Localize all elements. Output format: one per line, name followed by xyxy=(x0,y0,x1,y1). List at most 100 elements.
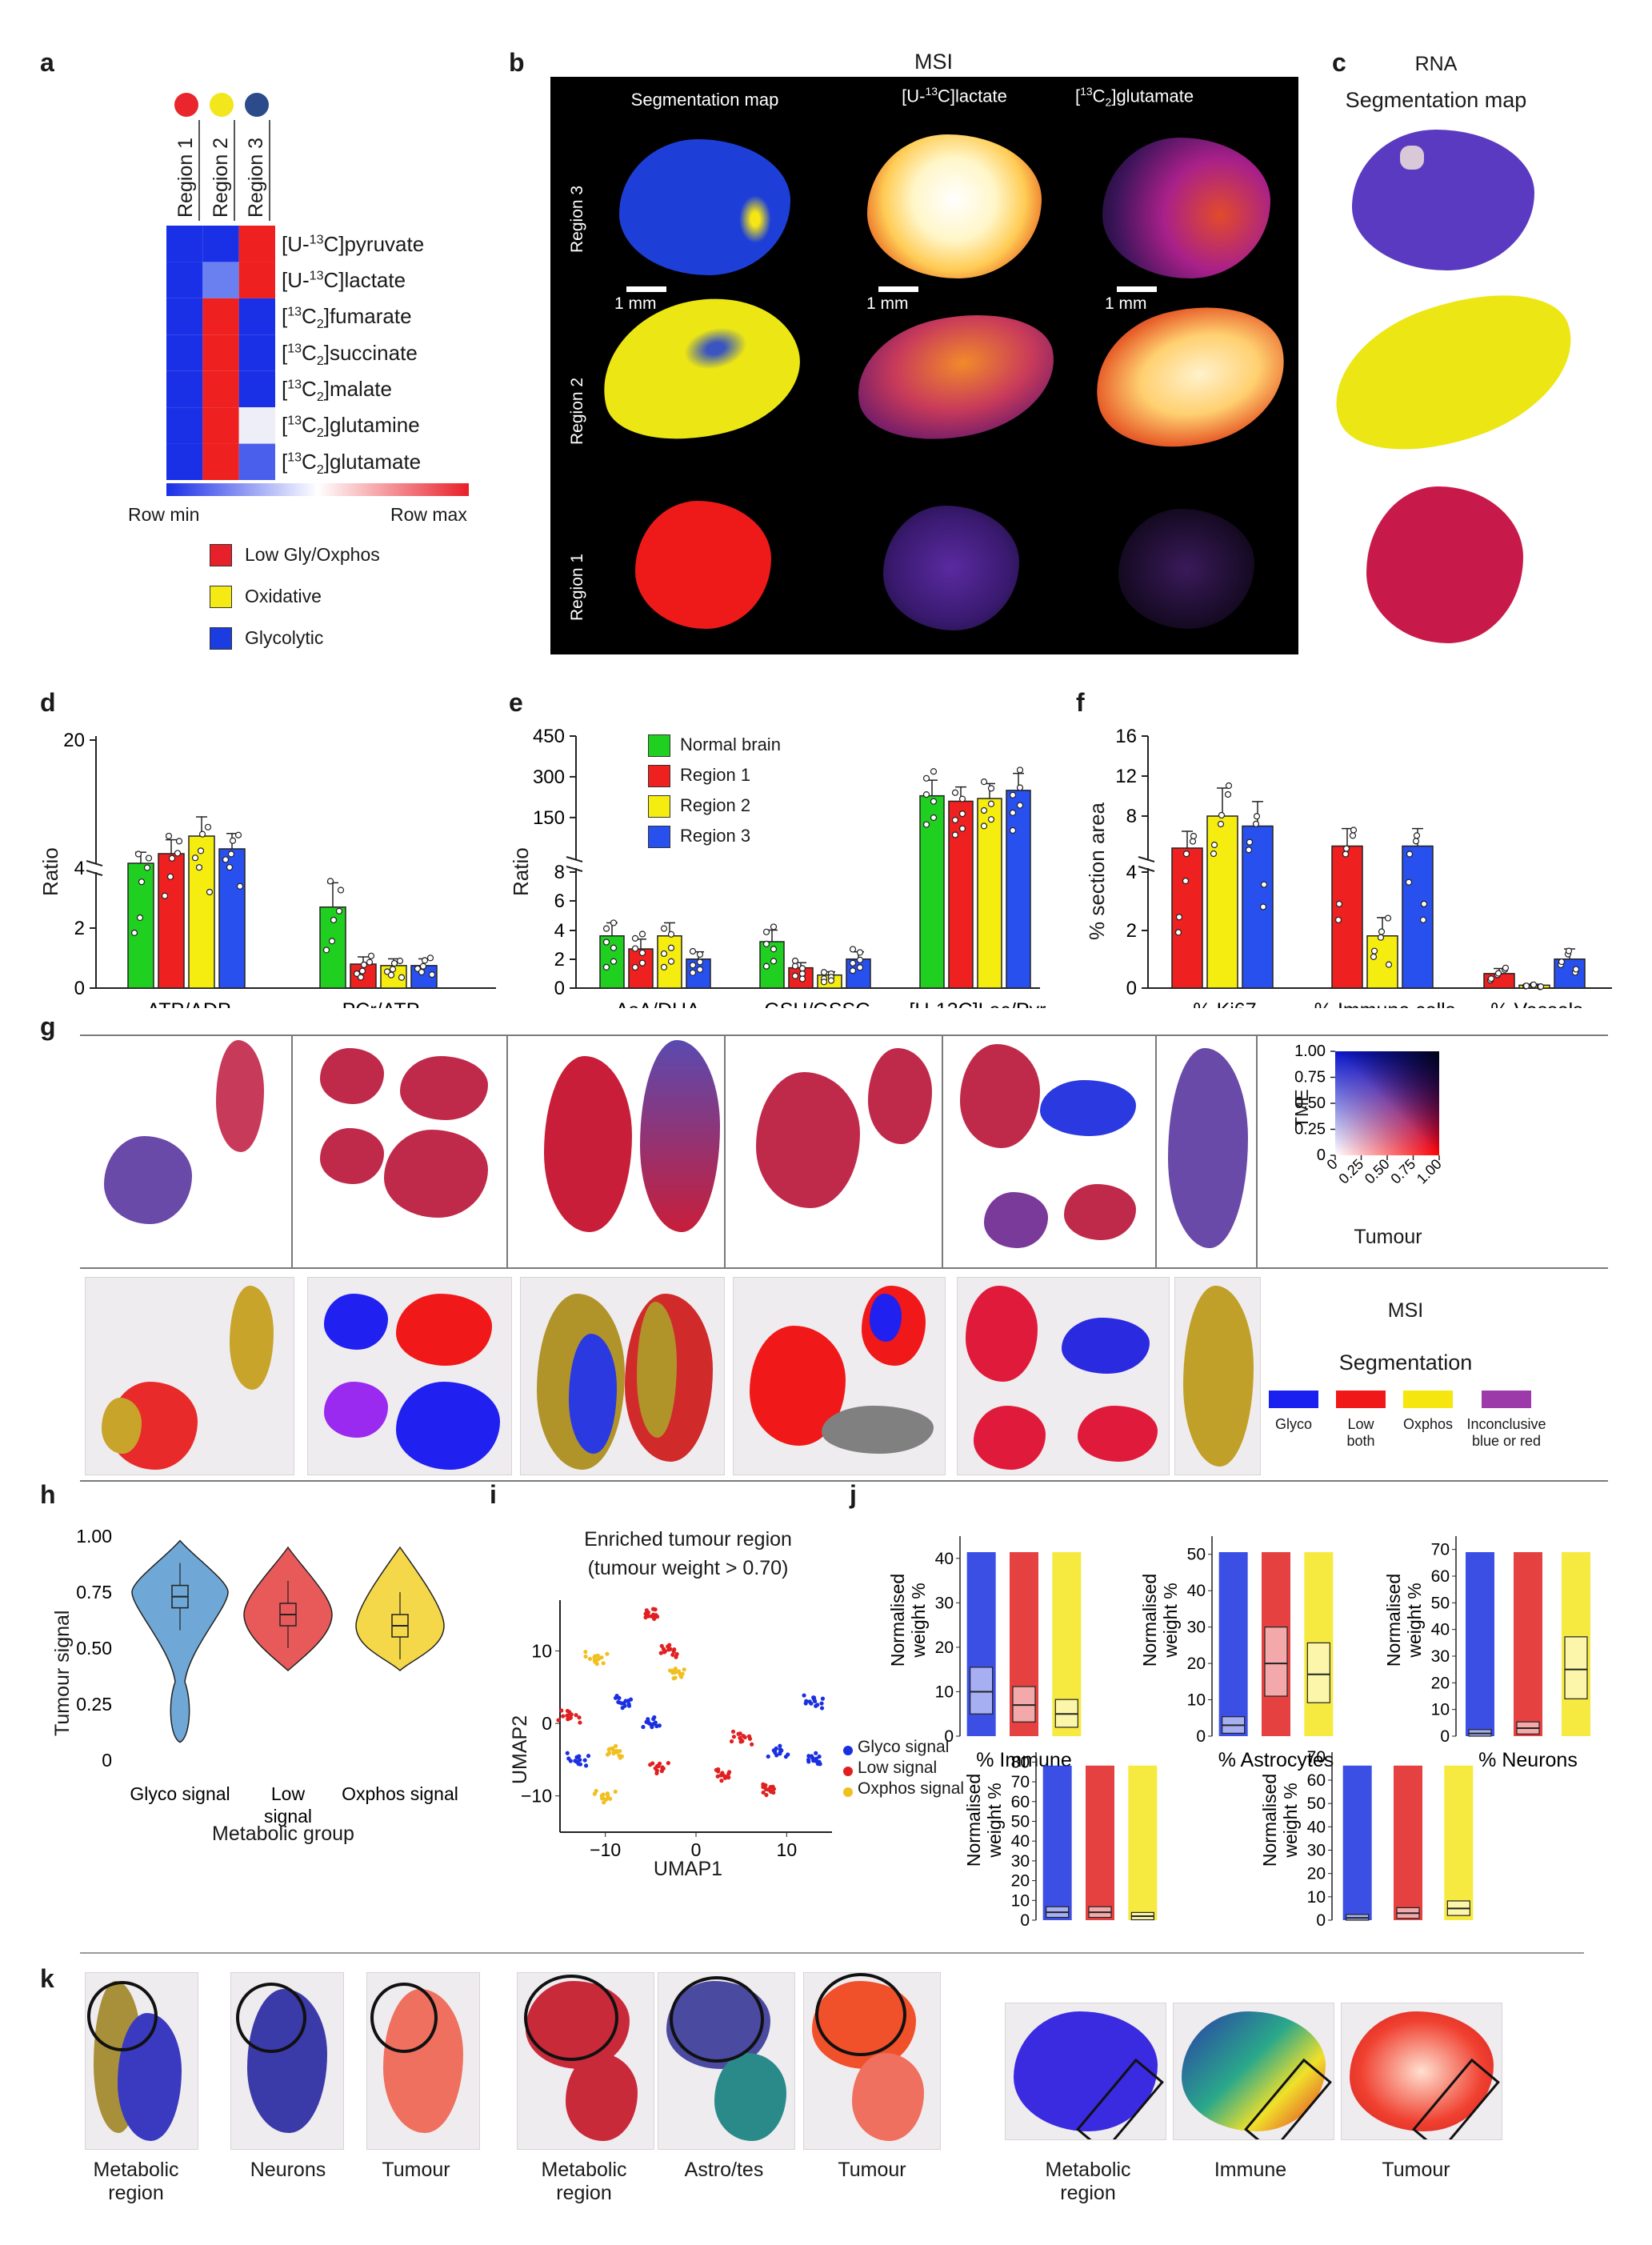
h-ytick-label: 0 xyxy=(102,1750,112,1771)
data-point xyxy=(390,959,398,967)
data-point xyxy=(1384,914,1392,922)
data-point xyxy=(138,878,146,886)
j-points-2 xyxy=(1128,1765,1158,1920)
i-legend-dot-1 xyxy=(843,1767,853,1776)
data-point xyxy=(1182,877,1190,885)
umap-point xyxy=(670,1652,675,1657)
data-point xyxy=(1259,903,1267,910)
panel-label-h: h xyxy=(40,1480,56,1509)
umap-point xyxy=(774,1753,779,1758)
legend-swatch-glycolytic xyxy=(210,627,232,650)
data-point xyxy=(849,959,857,966)
data-point xyxy=(856,956,864,963)
h-ytick-label: 1.00 xyxy=(76,1526,112,1547)
y-tick-label: 2 xyxy=(74,918,85,939)
data-point xyxy=(358,967,366,974)
region-1-label: Region 1 xyxy=(174,137,197,218)
data-point xyxy=(1210,841,1218,849)
bar-ATP/ADP-Region 3 xyxy=(218,848,246,989)
data-point xyxy=(1530,981,1538,988)
h-ytick-label: 0.25 xyxy=(76,1694,112,1715)
i-legend-dot-0 xyxy=(843,1746,853,1755)
data-point xyxy=(175,838,183,845)
legend-label-oxidative: Oxidative xyxy=(245,586,322,606)
data-point xyxy=(197,847,205,854)
g-top-2d xyxy=(384,1130,488,1218)
data-point xyxy=(987,800,995,807)
j-ytick-label: 10 xyxy=(1431,1701,1450,1719)
j-points-2 xyxy=(1444,1765,1474,1920)
e-legend-swatch-0 xyxy=(648,734,670,757)
e-legend-label-1: Region 1 xyxy=(680,765,751,785)
j-ytick-label: 0 xyxy=(1020,1911,1030,1930)
data-point xyxy=(1218,811,1226,819)
data-point xyxy=(602,925,610,932)
legend-swatch-low xyxy=(210,544,232,566)
i-ytick-label: −10 xyxy=(521,1786,552,1807)
data-point xyxy=(856,949,864,956)
data-point xyxy=(166,873,174,880)
axis-break xyxy=(86,864,496,872)
data-point xyxy=(610,958,618,965)
heatmap-cell xyxy=(166,298,203,335)
data-point xyxy=(1419,916,1427,923)
data-point xyxy=(791,957,799,965)
data-point xyxy=(165,832,173,840)
msi-seg-region1 xyxy=(635,501,771,629)
umap-point xyxy=(576,1762,581,1767)
j-ylabel-2: weight % xyxy=(1280,1783,1301,1858)
g-seg-label-glyco: Glyco xyxy=(1274,1416,1313,1432)
umap-point xyxy=(653,1766,658,1771)
x-category-label: % Ki67 xyxy=(1193,999,1256,1008)
i-xtick-label: 0 xyxy=(691,1839,702,1860)
umap-point xyxy=(595,1653,600,1658)
g-seg-swatch-inconclusive xyxy=(1482,1391,1531,1408)
data-point xyxy=(980,806,988,814)
panel-label-d: d xyxy=(40,688,56,717)
data-point xyxy=(602,938,610,946)
umap-point xyxy=(605,1791,610,1796)
data-point xyxy=(951,831,959,838)
data-point xyxy=(638,949,646,957)
umap-point xyxy=(674,1651,679,1657)
data-point xyxy=(1009,791,1017,798)
rna-seg-region2 xyxy=(1314,266,1594,478)
umap-point xyxy=(820,1696,826,1701)
umap-point xyxy=(817,1759,822,1764)
metabolite-label-5: [13C2]glutamine xyxy=(282,413,420,441)
umap-point xyxy=(583,1650,588,1655)
umap-point xyxy=(565,1751,570,1755)
data-point xyxy=(951,789,959,796)
k-img-1 xyxy=(85,1972,198,2150)
msi-glutamate-region3 xyxy=(1102,138,1270,278)
data-point xyxy=(421,957,429,964)
umap-point xyxy=(803,1701,808,1706)
j-ytick-label: 20 xyxy=(1011,1872,1030,1891)
umap-point xyxy=(716,1769,721,1774)
j-ytick-label: 0 xyxy=(1440,1727,1450,1746)
umap-point xyxy=(626,1703,632,1708)
g-top-4b xyxy=(868,1048,932,1144)
j-ytick-label: 50 xyxy=(1431,1594,1450,1612)
data-point xyxy=(922,821,930,828)
data-point xyxy=(1565,947,1573,954)
panel-label-c: c xyxy=(1332,48,1346,77)
rna-seg-region1 xyxy=(1366,486,1523,643)
k-img-6 xyxy=(803,1972,941,2150)
data-point xyxy=(1190,832,1198,840)
msi-row-region3: Region 3 xyxy=(568,185,586,253)
umap-point xyxy=(614,1743,618,1748)
panel-label-k: k xyxy=(40,1964,54,1993)
region-2-dot xyxy=(210,93,234,117)
heatmap-cell xyxy=(202,334,239,371)
g-legend-xtick-label: 0 xyxy=(1324,1156,1341,1173)
heatmap-cell xyxy=(238,370,275,408)
umap-point xyxy=(607,1747,613,1751)
data-point xyxy=(227,850,235,858)
umap-point xyxy=(643,1615,648,1620)
j-title-2: % Neurons xyxy=(1478,1749,1578,1771)
umap-point xyxy=(819,1706,825,1711)
rna-subtitle: Segmentation map xyxy=(1345,88,1527,112)
legend-label-low: Low Gly/Oxphos xyxy=(245,544,380,565)
umap-point xyxy=(809,1701,814,1706)
